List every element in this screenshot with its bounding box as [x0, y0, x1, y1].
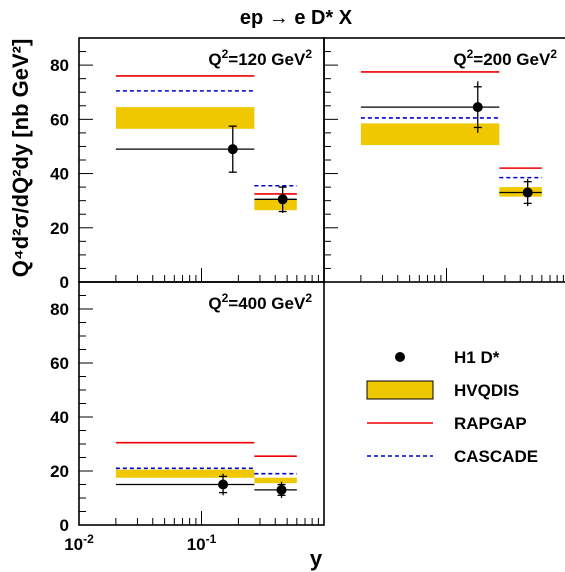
panel-label-q: Q — [208, 294, 221, 313]
hvqdis-band — [254, 477, 297, 484]
panel-label-q: Q — [453, 50, 466, 69]
legend-label: CASCADE — [454, 447, 538, 466]
y-tick-label: 80 — [50, 300, 69, 319]
x-tick-label: 10-1 — [187, 532, 217, 554]
hvqdis-band — [254, 199, 297, 211]
panel-label: Q2=400 GeV2 — [208, 291, 312, 313]
legend-label: HVQDIS — [454, 381, 519, 400]
panel-2: Q2=200 GeV2 — [323, 37, 565, 283]
panel-label-sup: 2 — [467, 47, 474, 61]
panel-label-value: =120 GeV — [228, 50, 306, 69]
data-point — [227, 144, 238, 155]
y-tick-label: 20 — [50, 462, 69, 481]
panel-label-value: =400 GeV — [228, 294, 306, 313]
panel-label-sup2: 2 — [305, 291, 312, 305]
legend: H1 D* HVQDIS RAPGAP CASCADE — [366, 348, 538, 466]
x-tick-base: 10 — [64, 535, 83, 554]
x-tick-label: 10-2 — [64, 532, 94, 554]
panel-label-value: =200 GeV — [473, 50, 551, 69]
x-tick-exp: -2 — [83, 532, 94, 546]
panel-frame — [78, 37, 325, 283]
panel-label-q: Q — [208, 50, 221, 69]
panel-label-sup2: 2 — [305, 47, 312, 61]
y-tick-label: 80 — [50, 56, 69, 75]
panel-label-sup2: 2 — [550, 47, 557, 61]
legend-hvqdis-swatch — [366, 380, 434, 400]
y-tick-label: 0 — [60, 273, 69, 292]
panel-label: Q2=200 GeV2 — [453, 47, 557, 69]
hvqdis-band — [115, 107, 255, 129]
data-point — [218, 479, 229, 490]
panel-label: Q2=120 GeV2 — [208, 47, 312, 69]
legend-label: H1 D* — [454, 348, 500, 367]
x-tick-base: 10 — [187, 535, 206, 554]
panel-label-sup: 2 — [222, 291, 229, 305]
y-tick-label: 20 — [50, 219, 69, 238]
y-tick-label: 0 — [60, 516, 69, 535]
y-tick-label: 40 — [50, 408, 69, 427]
data-point — [277, 194, 288, 205]
hvqdis-band — [115, 469, 255, 478]
y-tick-label: 40 — [50, 165, 69, 184]
y-tick-label: 60 — [50, 354, 69, 373]
x-tick-exp: -1 — [206, 532, 217, 546]
y-axis-label: Q⁴d²σ/dQ²dy [nb GeV²] — [8, 39, 33, 278]
hvqdis-band — [499, 187, 542, 197]
x-axis-label: y — [310, 546, 323, 571]
hvqdis-band — [360, 123, 500, 146]
data-point — [522, 187, 533, 198]
data-point — [276, 484, 287, 495]
panel-3: Q2=400 GeV2 — [78, 281, 325, 526]
legend-label: RAPGAP — [454, 414, 527, 433]
panel-frame — [323, 37, 565, 283]
chart-title: ep → e D* X — [240, 7, 353, 29]
panel-1: Q2=120 GeV2 — [78, 37, 325, 283]
panel-frame — [78, 281, 325, 526]
data-point — [472, 102, 483, 113]
y-tick-label: 60 — [50, 110, 69, 129]
legend-h1-marker — [395, 352, 405, 362]
panel-label-sup: 2 — [222, 47, 229, 61]
